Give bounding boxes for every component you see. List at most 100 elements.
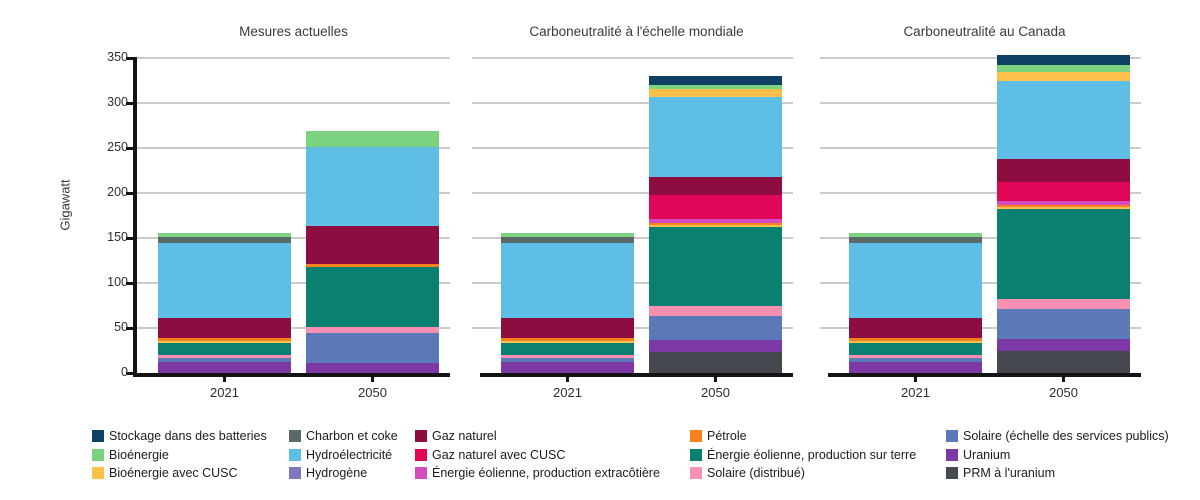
legend-label: Gaz naturel [432,429,497,444]
legend-swatch [690,448,702,461]
bar-segment [649,225,782,228]
panel-plot: 2021 2050 [126,56,450,400]
legend-label: Hydroélectricité [306,447,393,462]
bar-segment [849,233,982,237]
legend-swatch [289,467,301,480]
bar-segment [849,340,982,343]
gridline [137,102,450,104]
legend-swatch [946,448,958,461]
panel-plot: 2021 2050 [820,55,1141,400]
bar-segment [997,72,1130,81]
legend-column: Gaz naturel Gaz naturel avec CUSC Énergie … [415,427,660,483]
x-tick-label: 2021 [210,385,239,400]
gridline [137,327,450,329]
bar-segment [306,266,439,328]
legend-item: Stockage dans des batteries [92,427,267,446]
x-tick-mark [914,377,917,382]
gridline [137,282,450,284]
bar-segment [997,299,1130,310]
legend-item: Énergie éolienne, production extracôtièr… [415,464,660,483]
panel-plot: 2021 2050 [472,57,793,400]
panel-title: Carboneutralité au Canada [903,24,1066,39]
bar-segment [997,65,1130,73]
bar-segment [306,263,439,267]
bar-segment [158,342,291,355]
bar-segment [997,209,1130,300]
y-axis-line [133,57,137,377]
legend-swatch [289,448,301,461]
bar-segment [649,177,782,196]
legend-label: Hydrogène [306,466,368,481]
legend-item: Gaz naturel avec CUSC [415,446,660,465]
bar-segment [158,338,291,341]
bar-segment [997,80,1130,159]
bar-segment [649,306,782,316]
bar-segment [158,243,291,318]
gridline [820,147,1141,149]
bar-segment [997,204,1130,207]
y-tick-mark [126,236,133,240]
legend-column: Stockage dans des batteries Bioénergie Bio… [92,427,267,483]
legend-item: Solaire (distribué) [690,464,916,483]
bar-segment [649,85,782,90]
bar-segment [649,89,782,98]
y-tick-mark [126,281,133,285]
gridline [472,57,793,59]
legend-label: Gaz naturel avec CUSC [432,447,566,462]
bar-segment [849,243,982,318]
bar-segment [158,354,291,358]
legend-item: Bioénergie [92,446,267,465]
x-axis-line [480,373,793,377]
bar-segment [306,225,439,264]
legend-swatch [92,448,104,461]
bar-segment [849,338,982,341]
bar-2050 [306,131,439,373]
y-tick-label: 50 [114,320,128,334]
bar-segment [649,315,782,341]
bar-2021 [849,233,982,373]
bar-segment [649,97,782,178]
gridline [137,57,450,59]
bar-segment [849,357,982,363]
legend-item: Gaz naturel [415,427,660,446]
gridline [820,192,1141,194]
bar-segment [649,195,782,219]
legend-item: Charbon et coke [289,427,398,446]
legend-label: Bioénergie avec CUSC [109,466,238,481]
bar-segment [501,342,634,355]
x-tick-mark [223,377,226,382]
y-tick-label: 200 [107,185,128,199]
legend-swatch [92,430,104,443]
legend-swatch [415,467,427,480]
x-tick-label: 2050 [1049,385,1078,400]
y-tick-label: 350 [107,50,128,64]
legend-item: Hydrogène [289,464,398,483]
x-tick-label: 2021 [901,385,930,400]
y-tick-mark [126,191,133,195]
bar-2050 [649,76,782,373]
bar-segment [997,309,1130,340]
gridline [820,102,1141,104]
legend-item: Uranium [946,446,1169,465]
legend-column: Charbon et coke Hydroélectricité Hydrogène [289,427,398,483]
gridline [137,237,450,239]
bar-segment [849,354,982,358]
bar-segment [306,363,439,373]
bar-segment [997,182,1130,201]
bar-segment [306,131,439,147]
bar-2021 [501,233,634,373]
bar-segment [649,76,782,86]
legend-item: Hydroélectricité [289,446,398,465]
bar-segment [501,340,634,343]
x-tick-label: 2050 [358,385,387,400]
y-tick-label: 0 [121,365,128,379]
bar-segment [997,206,1130,210]
gridline [472,102,793,104]
legend-swatch [946,430,958,443]
y-tick-label: 250 [107,140,128,154]
legend-label: PRM à l'uranium [963,466,1055,481]
bar-segment [649,227,782,307]
legend-swatch [289,430,301,443]
legend-swatch [92,467,104,480]
